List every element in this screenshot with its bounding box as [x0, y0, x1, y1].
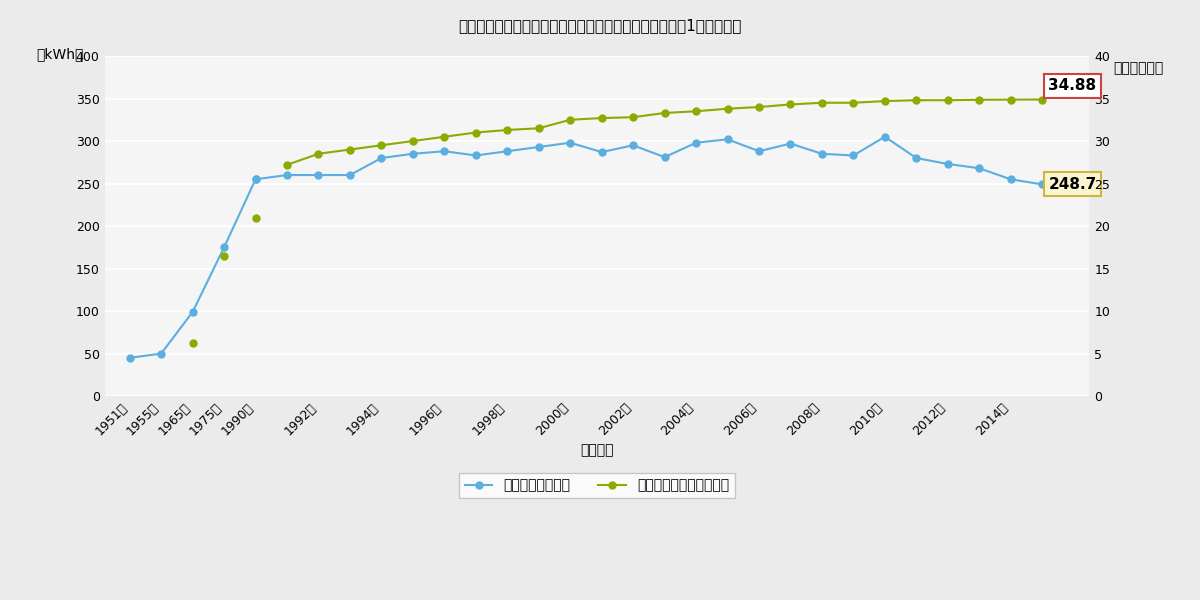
- Text: 248.7: 248.7: [1049, 177, 1097, 192]
- Text: 34.88: 34.88: [1049, 78, 1097, 93]
- Y-axis label: （アンペア）: （アンペア）: [1114, 61, 1164, 75]
- Text: 家庭１軒あたりの使用量と契約電力（当社サービス区域1ヵ月平均）: 家庭１軒あたりの使用量と契約電力（当社サービス区域1ヵ月平均）: [458, 18, 742, 33]
- X-axis label: （年度）: （年度）: [581, 443, 613, 458]
- Y-axis label: （kWh）: （kWh）: [36, 47, 84, 61]
- Legend: １軒当たり使用量, １軒当たり平均アンペア: １軒当たり使用量, １軒当たり平均アンペア: [460, 473, 734, 498]
